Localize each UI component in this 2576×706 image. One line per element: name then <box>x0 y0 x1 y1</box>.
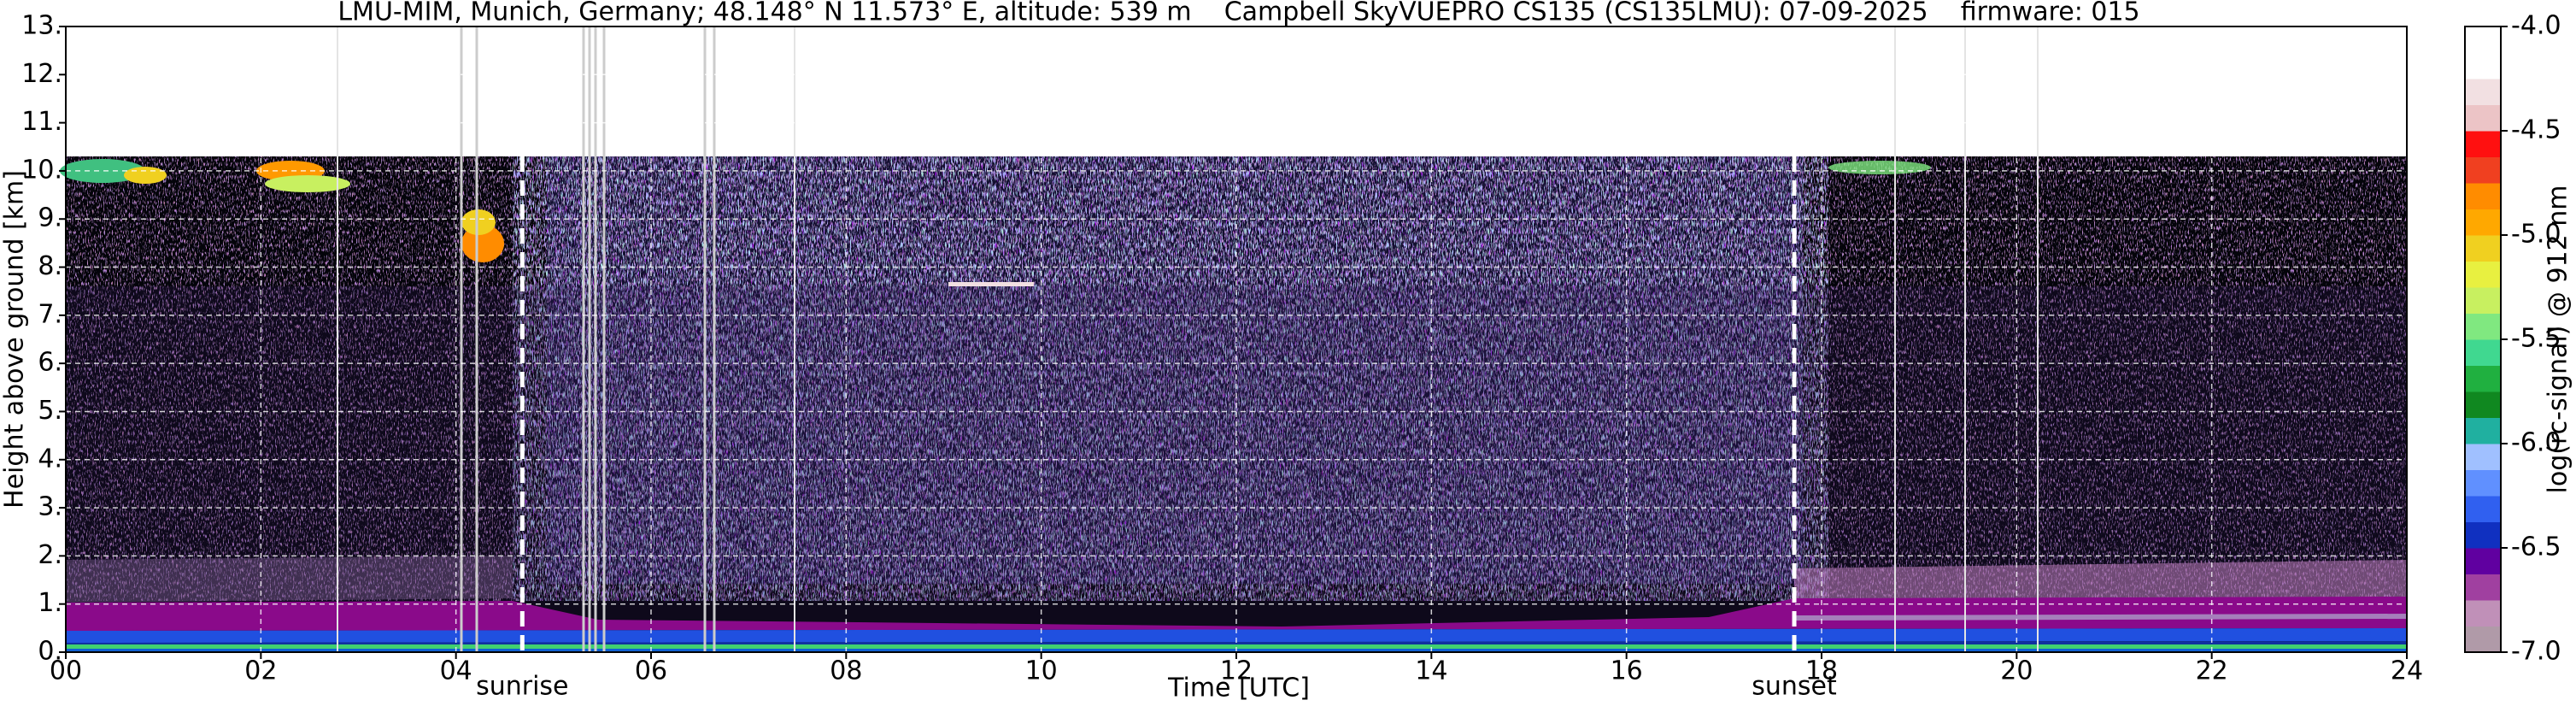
colorbar-tick-label: -6.5 <box>2511 532 2561 562</box>
axes: 0. 1. 2. 3. 4. 5. 6. 7. 8. 9. 10. 11. 12. 13. 00 02 04 06… <box>21 11 2561 702</box>
x-tick-label: 00 <box>50 656 82 686</box>
colorbar-swatch <box>2465 26 2501 53</box>
colorbar-swatch <box>2465 104 2501 132</box>
colorbar-label: log(rc-signal) @ 912 nm <box>2544 185 2573 494</box>
colorbar-swatch <box>2465 79 2501 105</box>
annotation-label: sunrise <box>476 672 568 702</box>
colorbar-swatch <box>2465 131 2501 157</box>
colorbar-tick-label: -4.0 <box>2511 11 2561 41</box>
heatmap <box>60 26 2407 652</box>
colorbar-swatch <box>2465 339 2501 366</box>
colorbar-swatch <box>2465 313 2501 340</box>
y-tick-label: 3. <box>38 492 62 522</box>
x-tick-label: 22 <box>2196 656 2228 686</box>
y-tick-label: 1. <box>38 588 62 618</box>
colorbar-swatch <box>2465 52 2501 79</box>
colorbar-swatch <box>2465 391 2501 418</box>
y-tick-label: 0. <box>38 637 62 667</box>
colorbar-tick-label: -5.5 <box>2511 324 2561 354</box>
colorbar-tick-label: -4.5 <box>2511 115 2561 145</box>
x-tick-label: 08 <box>830 656 862 686</box>
y-tick-label: 6. <box>38 348 62 378</box>
colorbar-tick-label: -5.0 <box>2511 220 2561 250</box>
colorbar-swatch <box>2465 365 2501 392</box>
y-tick-label: 10. <box>21 155 62 185</box>
plot-frame <box>65 26 2408 653</box>
y-tick-label: 13. <box>21 11 62 41</box>
x-tick-label: 16 <box>1611 656 1643 686</box>
y-axis-label: Height above ground [km] <box>0 170 30 509</box>
colorbar-swatch <box>2465 183 2501 209</box>
colorbar-swatch <box>2465 626 2501 653</box>
y-tick-label: 11. <box>21 107 62 137</box>
x-tick-label: 20 <box>2000 656 2033 686</box>
colorbar-swatch <box>2465 235 2501 262</box>
x-tick-label: 02 <box>244 656 277 686</box>
colorbar-swatch <box>2465 417 2501 444</box>
y-tick-label: 7. <box>38 299 62 329</box>
y-tick-label: 2. <box>38 540 62 570</box>
x-tick-label: 18 <box>1805 656 1838 686</box>
y-tick-label: 12. <box>21 59 62 89</box>
colorbar-swatch <box>2465 261 2501 288</box>
x-tick-label: 12 <box>1220 656 1253 686</box>
x-tick-label: 24 <box>2391 656 2423 686</box>
colorbar-swatch <box>2465 496 2501 522</box>
colorbar-swatch <box>2465 521 2501 549</box>
colorbar-swatch <box>2465 469 2501 497</box>
colorbar-swatch <box>2465 600 2501 627</box>
annotation-label: sunset <box>1752 672 1837 702</box>
colorbar-tick-label: -6.0 <box>2511 428 2561 458</box>
x-tick-label: 06 <box>635 656 667 686</box>
colorbar-tick-label: -7.0 <box>2511 637 2561 667</box>
x-tick-label: 14 <box>1415 656 1447 686</box>
y-tick-label: 4. <box>38 444 62 474</box>
y-tick-label: 9. <box>38 203 62 233</box>
x-tick-label: 10 <box>1025 656 1058 686</box>
chart-title: LMU-MIM, Munich, Germany; 48.148° N 11.5… <box>337 0 2139 27</box>
y-tick-label: 8. <box>38 251 62 281</box>
colorbar-swatch <box>2465 574 2501 601</box>
colorbar-swatch <box>2465 444 2501 470</box>
y-tick-label: 5. <box>38 396 62 426</box>
colorbar-swatch <box>2465 156 2501 184</box>
colorbar-swatch <box>2465 209 2501 236</box>
x-axis-label: Time [UTC] <box>1167 674 1310 703</box>
colorbar-swatch <box>2465 287 2501 314</box>
colorbar-swatch <box>2465 548 2501 574</box>
x-tick-label: 04 <box>440 656 472 686</box>
